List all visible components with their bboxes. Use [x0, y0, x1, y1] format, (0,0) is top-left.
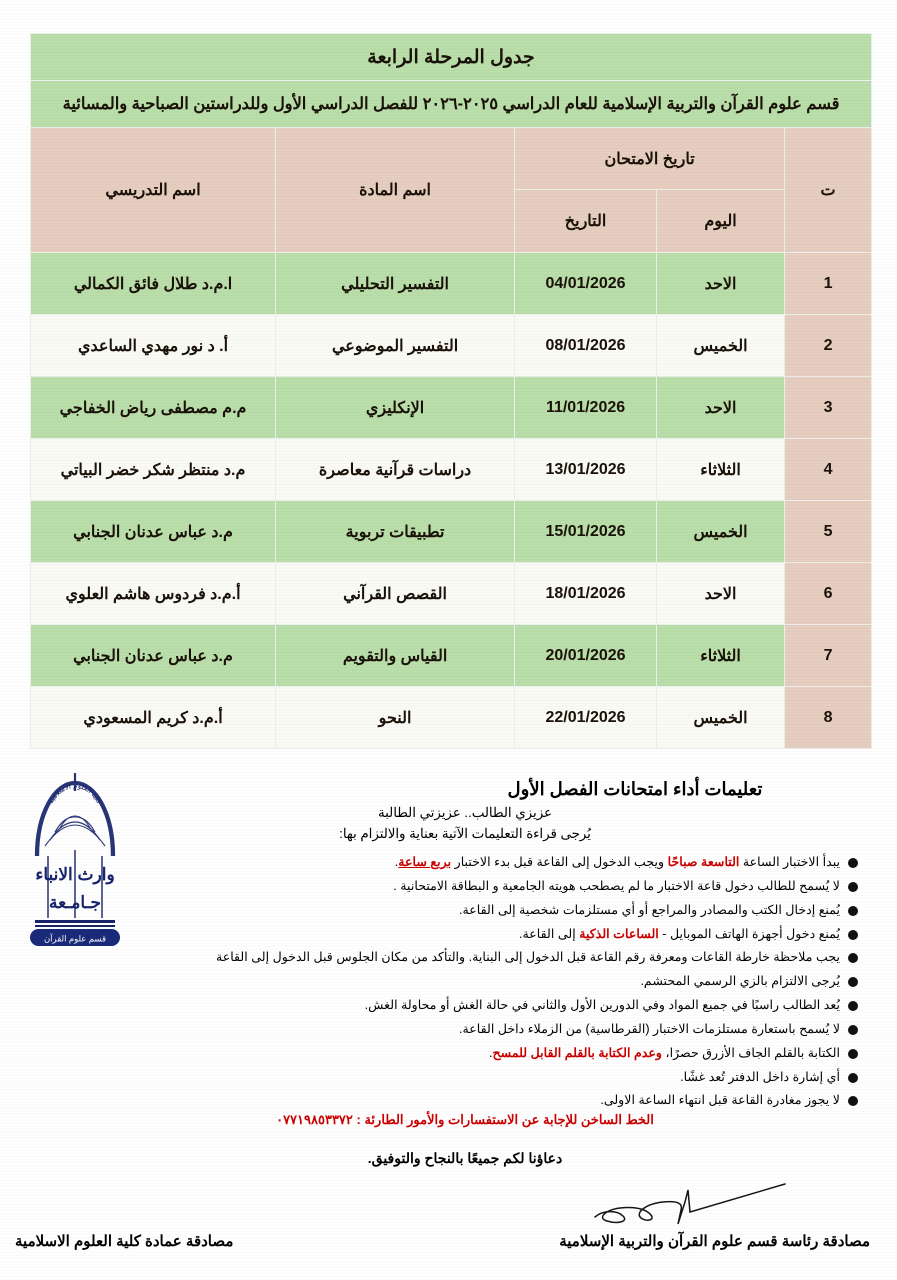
svg-text:كلية العلوم الاسلامية: كلية العلوم الاسلامية: [48, 782, 104, 805]
svg-text:قسم علوم القرآن: قسم علوم القرآن: [44, 933, 106, 945]
svg-text:وارث الانباء: وارث الانباء: [35, 865, 114, 885]
svg-text:جـامـعة: جـامـعة: [49, 893, 101, 912]
